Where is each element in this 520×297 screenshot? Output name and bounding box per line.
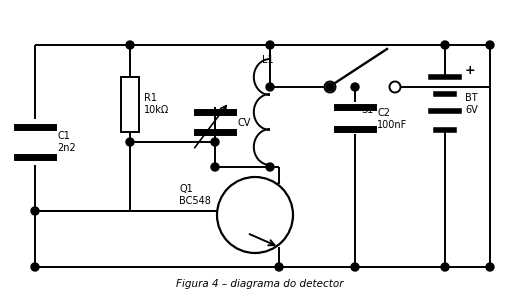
Circle shape	[351, 263, 359, 271]
Text: CV: CV	[237, 118, 250, 128]
Circle shape	[217, 177, 293, 253]
Text: BT
6V: BT 6V	[465, 93, 478, 115]
Text: C2
100nF: C2 100nF	[377, 108, 407, 130]
Text: L1: L1	[262, 55, 274, 65]
Circle shape	[486, 41, 494, 49]
Text: R1
10kΩ: R1 10kΩ	[144, 93, 169, 115]
Circle shape	[266, 41, 274, 49]
Circle shape	[351, 83, 359, 91]
Text: Figura 4 – diagrama do detector: Figura 4 – diagrama do detector	[176, 279, 344, 289]
Circle shape	[441, 41, 449, 49]
Circle shape	[126, 41, 134, 49]
Circle shape	[486, 263, 494, 271]
Circle shape	[441, 263, 449, 271]
Circle shape	[324, 81, 335, 92]
Circle shape	[389, 81, 400, 92]
Circle shape	[31, 263, 39, 271]
Text: C1
2n2: C1 2n2	[57, 131, 76, 153]
Circle shape	[211, 163, 219, 171]
Circle shape	[31, 207, 39, 215]
Circle shape	[326, 83, 334, 91]
Circle shape	[266, 163, 274, 171]
Text: +: +	[465, 64, 476, 78]
Circle shape	[211, 138, 219, 146]
Text: Q1
BC548: Q1 BC548	[179, 184, 211, 206]
Bar	[121, 77, 139, 132]
Circle shape	[275, 263, 283, 271]
Circle shape	[126, 138, 134, 146]
Circle shape	[266, 83, 274, 91]
Text: S1: S1	[361, 105, 374, 115]
